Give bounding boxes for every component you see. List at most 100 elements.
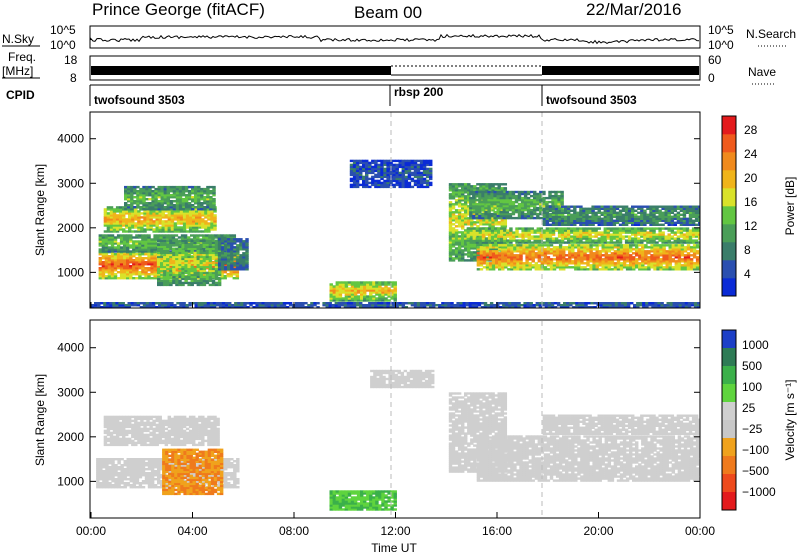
data-cell-power-2 — [131, 216, 135, 219]
data-cell-power-9 — [665, 262, 669, 265]
data-cell-power-4 — [184, 241, 188, 244]
data-cell-power-9 — [683, 260, 688, 263]
data-cell-power-5 — [224, 238, 228, 241]
data-cell-power-10 — [676, 241, 681, 244]
data-cell-power-4 — [193, 267, 197, 271]
data-cell-power-7 — [386, 167, 390, 171]
data-cell-power-4 — [214, 283, 219, 287]
data-cell-power-10 — [579, 235, 583, 238]
data-cell-power-3 — [151, 208, 155, 211]
data-cell-power-9 — [641, 246, 645, 249]
data-cell-power-8 — [461, 189, 465, 192]
data-cell-power-9 — [607, 266, 612, 269]
data-cell-power-10 — [500, 229, 504, 232]
data-cell-power-4 — [181, 267, 185, 271]
data-cell-power-1 — [135, 242, 139, 245]
data-cell-power-9 — [476, 258, 481, 261]
data-cell-power-8 — [464, 221, 468, 224]
data-cell-power-4 — [175, 279, 179, 283]
data-cell-power-10 — [539, 227, 544, 230]
data-cell-power-10 — [698, 233, 700, 236]
data-cell-power-9 — [595, 264, 599, 267]
data-cell-power-4 — [190, 283, 194, 287]
data-cell-power-7 — [407, 169, 412, 173]
data-cell-power-6 — [329, 283, 333, 286]
data-cell-power-3 — [136, 198, 140, 201]
data-cell-power-5 — [224, 240, 228, 243]
data-cell-power-5 — [245, 244, 249, 247]
data-cell-power-10 — [576, 237, 580, 240]
data-cell-power-9 — [689, 266, 694, 269]
data-cell-power-1 — [98, 248, 103, 251]
data-cell-power-1 — [153, 244, 157, 247]
data-cell-power-9 — [507, 244, 511, 247]
data-cell-power-3 — [163, 208, 168, 211]
data-cell-power-9 — [565, 262, 569, 265]
data-cell-power-10 — [536, 231, 541, 234]
data-cell-power-2 — [188, 228, 193, 231]
data-cell-power-10 — [512, 239, 516, 242]
data-cell-power-10 — [536, 229, 541, 232]
data-cell-power-10 — [634, 229, 638, 232]
data-cell-power-3 — [154, 198, 158, 201]
data-cell-power-7 — [377, 159, 381, 163]
data-cell-power-6 — [369, 283, 373, 286]
data-cell-power-2 — [164, 228, 169, 231]
data-cell-power-3 — [142, 192, 146, 195]
data-cell-power-3 — [136, 206, 140, 209]
data-cell-power-9 — [513, 258, 517, 261]
data-cell-power-1 — [104, 248, 109, 251]
data-cell-power-4 — [211, 249, 216, 252]
data-cell-power-0 — [113, 269, 118, 272]
data-cell-power-5 — [230, 250, 234, 253]
data-cell-power-9 — [659, 260, 663, 263]
data-cell-power-4 — [214, 271, 219, 275]
data-cell-power-10 — [478, 235, 483, 238]
data-cell-power-9 — [504, 250, 508, 253]
data-cell-power-9 — [638, 268, 642, 271]
data-cell-power-6 — [384, 291, 388, 294]
data-cell-power-9 — [510, 266, 514, 269]
data-cell-power-7 — [352, 163, 357, 167]
data-cell-power-3 — [178, 192, 183, 195]
data-cell-power-2 — [118, 206, 123, 209]
data-cell-power-4 — [193, 277, 197, 281]
data-cell-power-6 — [369, 299, 373, 302]
data-cell-power-9 — [555, 250, 560, 253]
data-cell-power-9 — [525, 268, 529, 271]
data-cell-power-8 — [457, 245, 462, 248]
data-cell-power-10 — [606, 227, 611, 230]
data-cell-power-10 — [603, 241, 608, 244]
data-cell-power-7 — [380, 169, 384, 173]
data-cell-power-3 — [139, 202, 143, 205]
data-cell-power-8 — [448, 241, 453, 244]
data-cell-power-11 — [493, 204, 497, 208]
data-cell-power-1 — [147, 246, 151, 249]
data-cell-power-11 — [478, 206, 482, 210]
data-cell-power-8 — [457, 231, 462, 234]
data-cell-power-9 — [598, 254, 602, 257]
data-cell-power-10 — [658, 237, 662, 240]
data-cell-power-2 — [192, 226, 196, 229]
data-cell-power-9 — [562, 250, 566, 253]
data-cell-power-5 — [227, 256, 231, 259]
data-cell-power-8 — [461, 203, 465, 206]
data-cell-power-0 — [153, 257, 157, 260]
data-cell-power-9 — [644, 256, 648, 259]
data-cell-power-7 — [371, 181, 375, 185]
data-cell-power-9 — [522, 248, 526, 251]
data-cell-power-9 — [629, 244, 633, 247]
data-cell-power-9 — [668, 256, 672, 259]
data-cell-power-9 — [641, 268, 645, 271]
data-cell-power-6 — [387, 293, 391, 296]
data-cell-power-7 — [380, 181, 384, 185]
data-cell-power-1 — [135, 234, 139, 237]
data-cell-power-1 — [141, 244, 145, 247]
data-cell-power-4 — [157, 251, 161, 255]
data-cell-power-2 — [146, 214, 150, 217]
data-cell-power-7 — [401, 167, 406, 171]
data-cell-power-2 — [152, 224, 156, 227]
data-cell-power-8 — [467, 183, 471, 186]
data-cell-power-9 — [613, 262, 618, 265]
data-cell-power-10 — [591, 229, 595, 232]
